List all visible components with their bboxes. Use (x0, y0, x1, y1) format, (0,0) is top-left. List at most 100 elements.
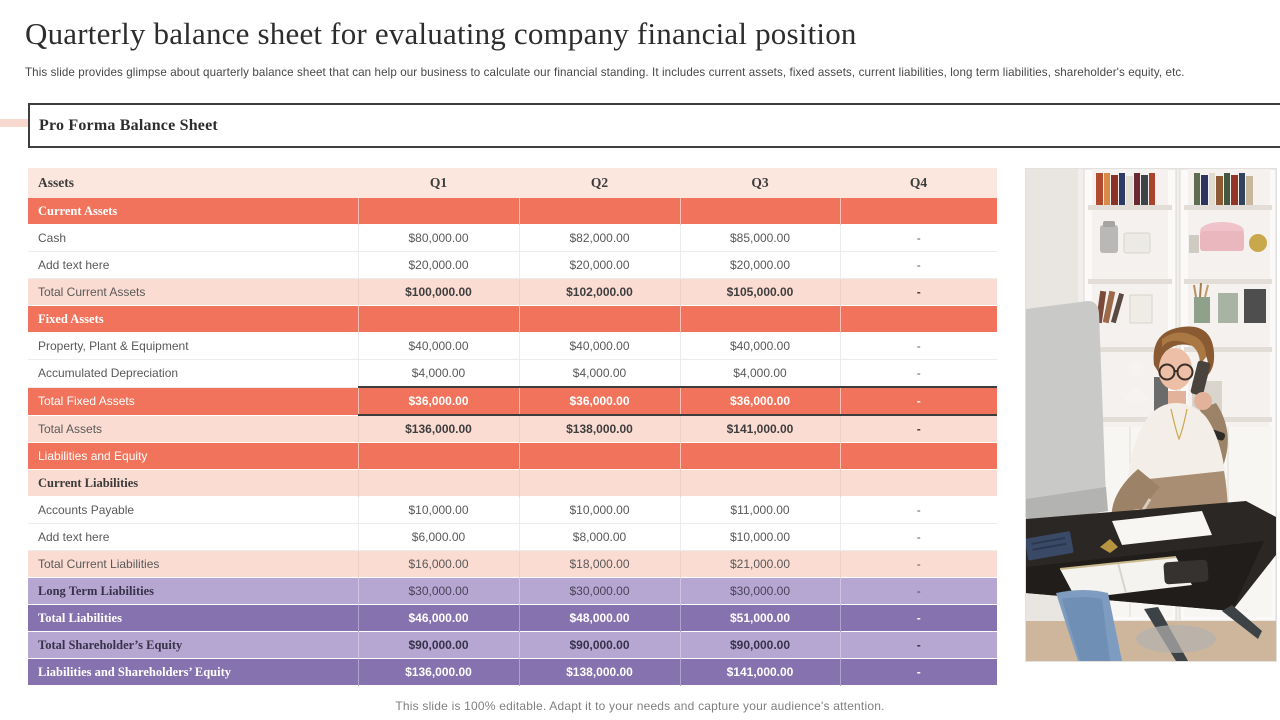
cell-q1: $10,000.00 (357, 496, 519, 524)
cell-q4: - (839, 550, 997, 578)
cell-q4: - (839, 251, 997, 279)
cell-q4: - (839, 359, 997, 387)
cell-q2 (518, 469, 680, 497)
row-label: Cash (38, 231, 67, 245)
column-header-q2: Q2 (519, 168, 680, 198)
row-label: Long Term Liabilities (28, 577, 358, 605)
section-header-box: Pro Forma Balance Sheet (28, 103, 1280, 148)
cell-q3: $30,000.00 (679, 577, 840, 605)
column-header-q1: Q1 (358, 168, 519, 198)
table-row: Liabilities and Shareholders’ Equity $136… (28, 658, 997, 686)
cell-q1: $20,000.00 (357, 251, 519, 279)
cell-q1: $136,000.00 (357, 658, 519, 686)
section-title: Pro Forma Balance Sheet (39, 116, 218, 134)
cell-q4: - (839, 386, 997, 416)
cell-q3: $10,000.00 (679, 523, 840, 551)
table-row: Total Assets $136,000.00 $138,000.00 $141,0… (28, 415, 997, 443)
cell-q3: $51,000.00 (679, 604, 840, 632)
cell-q3 (679, 442, 840, 470)
table-row: Total Shareholder’s Equity $90,000.00 $90,… (28, 631, 997, 659)
cell-q3: $105,000.00 (679, 278, 840, 306)
calculator-icon (1026, 531, 1074, 561)
table-row: Add text here $20,000.00 $20,000.00 $20,000… (28, 251, 997, 279)
cell-q4: - (839, 224, 997, 252)
cell-q4 (839, 442, 997, 470)
cell-q4: - (839, 577, 997, 605)
cell-q4: - (839, 631, 997, 659)
table-row: Total Liabilities $46,000.00 $48,000.00 $51… (28, 604, 997, 632)
row-label: Liabilities and Shareholders’ Equity (28, 658, 358, 686)
cell-q3: $11,000.00 (679, 496, 840, 524)
handheld-phone-icon (1190, 360, 1211, 396)
cell-q1: $100,000.00 (357, 278, 519, 306)
cell-q1 (357, 442, 519, 470)
column-header-assets: Assets (28, 168, 358, 198)
table-row: Long Term Liabilities $30,000.00 $30,000.0… (28, 577, 997, 605)
cell-q3: $21,000.00 (679, 550, 840, 578)
cell-q3: $4,000.00 (679, 359, 840, 387)
cell-q3: $36,000.00 (679, 386, 840, 416)
table-row: Cash $80,000.00 $82,000.00 $85,000.00- (28, 224, 997, 252)
table-row: Current Assets (28, 198, 997, 225)
cell-q3: $141,000.00 (679, 415, 840, 443)
page-title: Quarterly balance sheet for evaluating c… (25, 16, 857, 51)
cell-q1: $136,000.00 (357, 415, 519, 443)
photo-woman-at-desk (1025, 168, 1277, 662)
cell-q2: $30,000.00 (518, 577, 680, 605)
cell-q4 (839, 198, 997, 225)
monitor-icon (1026, 301, 1108, 525)
row-label: Property, Plant & Equipment (38, 339, 189, 353)
cell-q2 (518, 305, 680, 333)
row-label: Total Current Liabilities (28, 550, 358, 578)
table-row: Accumulated Depreciation $4,000.00 $4,000.… (28, 359, 997, 387)
table-row: Total Current Liabilities $16,000.00 $18,0… (28, 550, 997, 578)
cell-q3 (679, 198, 840, 225)
jeans-legs (1056, 590, 1122, 661)
cell-q1 (357, 469, 519, 497)
cell-q4: - (839, 332, 997, 360)
table-row: Current Liabilities (28, 469, 997, 497)
row-label: Current Liabilities (28, 469, 358, 497)
cell-q2: $90,000.00 (518, 631, 680, 659)
cell-q4: - (839, 604, 997, 632)
footer-note: This slide is 100% editable. Adapt it to… (395, 699, 885, 713)
cell-q2: $48,000.00 (518, 604, 680, 632)
table-row: Liabilities and Equity (28, 442, 997, 470)
row-label: Total Liabilities (28, 604, 358, 632)
cell-q2: $36,000.00 (518, 386, 680, 416)
cell-q3 (679, 469, 840, 497)
table-row: Total Current Assets $100,000.00 $102,000.… (28, 278, 997, 306)
cell-q3: $85,000.00 (679, 224, 840, 252)
row-label: Add text here (38, 258, 110, 272)
row-label: Accumulated Depreciation (38, 366, 179, 381)
cell-q1 (357, 305, 519, 333)
cell-q2: $138,000.00 (518, 415, 680, 443)
cell-q2: $18,000.00 (518, 550, 680, 578)
column-header-q3: Q3 (680, 168, 840, 198)
cell-q2: $138,000.00 (518, 658, 680, 686)
cell-q1: $46,000.00 (357, 604, 519, 632)
page-subtitle: This slide provides glimpse about quarte… (25, 66, 1185, 79)
cell-q1: $36,000.00 (357, 386, 519, 416)
table-row: Accounts Payable $10,000.00 $10,000.00 $11,… (28, 496, 997, 524)
column-header-q4: Q4 (840, 168, 997, 198)
cell-q4: - (839, 523, 997, 551)
row-label: Current Assets (28, 198, 358, 225)
cell-q3 (679, 305, 840, 333)
cell-q2 (518, 198, 680, 225)
cell-q1: $4,000.00 (357, 359, 519, 387)
cell-q2: $20,000.00 (518, 251, 680, 279)
cell-q1: $30,000.00 (357, 577, 519, 605)
cell-q3: $40,000.00 (679, 332, 840, 360)
cell-q2: $102,000.00 (518, 278, 680, 306)
cell-q1: $16,000.00 (357, 550, 519, 578)
cell-q3: $141,000.00 (679, 658, 840, 686)
cell-q4: - (839, 278, 997, 306)
cell-q2: $10,000.00 (518, 496, 680, 524)
cell-q4: - (839, 496, 997, 524)
cell-q1: $40,000.00 (357, 332, 519, 360)
cell-q1: $80,000.00 (357, 224, 519, 252)
row-label: Total Assets (28, 415, 358, 443)
cell-q2: $40,000.00 (518, 332, 680, 360)
